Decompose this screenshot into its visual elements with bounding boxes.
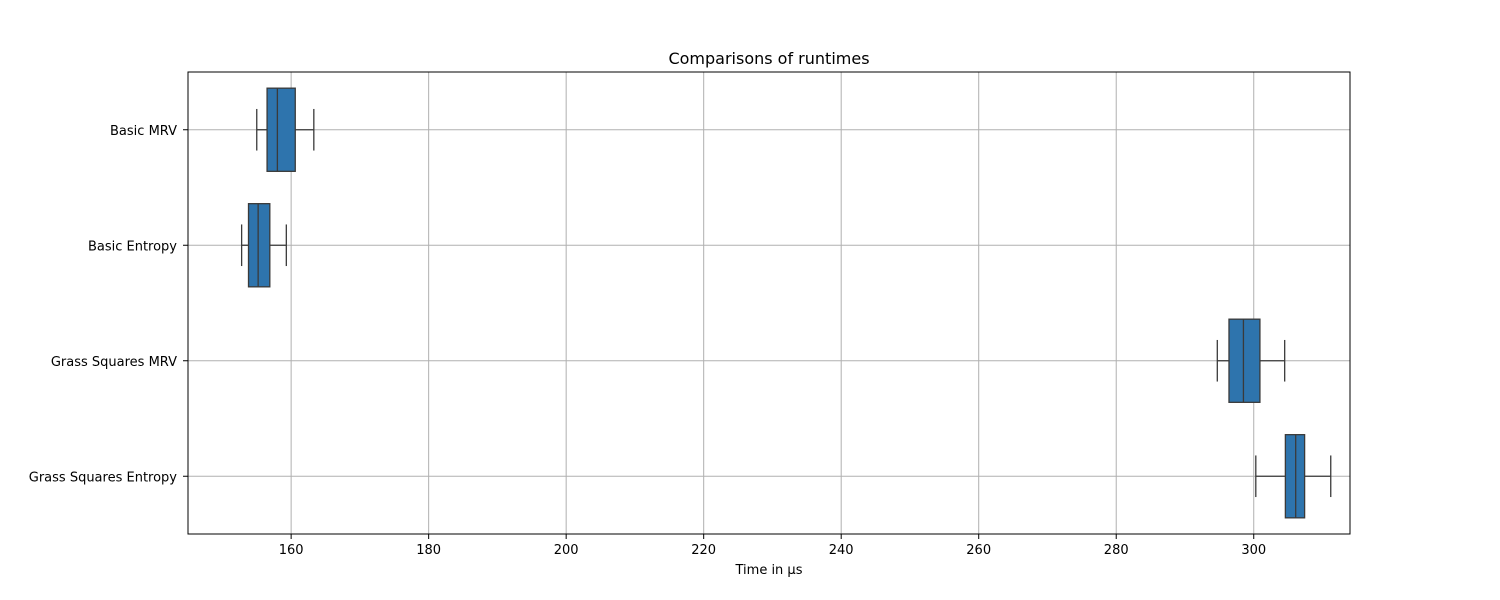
x-tick-label: 160 xyxy=(279,543,304,558)
box-4 xyxy=(1255,434,1332,519)
box-2 xyxy=(240,203,287,288)
x-tick-label: 260 xyxy=(966,543,991,558)
x-tick-label: 240 xyxy=(829,543,854,558)
x-axis-label: Time in µs xyxy=(735,563,803,578)
x-tick-label: 180 xyxy=(416,543,441,558)
box-iqr xyxy=(247,203,271,288)
y-tick-label: Basic Entropy xyxy=(88,239,177,254)
y-tick-label: Grass Squares MRV xyxy=(51,355,177,370)
x-tick-label: 220 xyxy=(691,543,716,558)
chart-title: Comparisons of runtimes xyxy=(668,49,869,68)
x-tick-label: 300 xyxy=(1241,543,1266,558)
y-tick-label: Grass Squares Entropy xyxy=(29,470,178,485)
y-axis-ticks: Basic MRV Basic Entropy Grass Squares MRV G… xyxy=(29,124,188,485)
box-iqr xyxy=(266,87,296,172)
box-3 xyxy=(1216,318,1286,403)
boxes xyxy=(240,87,1332,519)
y-tick-label: Basic MRV xyxy=(110,124,177,139)
box-1 xyxy=(256,87,315,172)
plot-frame xyxy=(187,71,1351,535)
box-iqr xyxy=(1228,318,1261,403)
x-axis-ticks: 160 180 200 220 240 260 280 300 xyxy=(279,534,1266,558)
x-tick-label: 280 xyxy=(1104,543,1129,558)
box-iqr xyxy=(1284,434,1306,519)
grid xyxy=(188,72,1350,534)
x-tick-label: 200 xyxy=(554,543,579,558)
